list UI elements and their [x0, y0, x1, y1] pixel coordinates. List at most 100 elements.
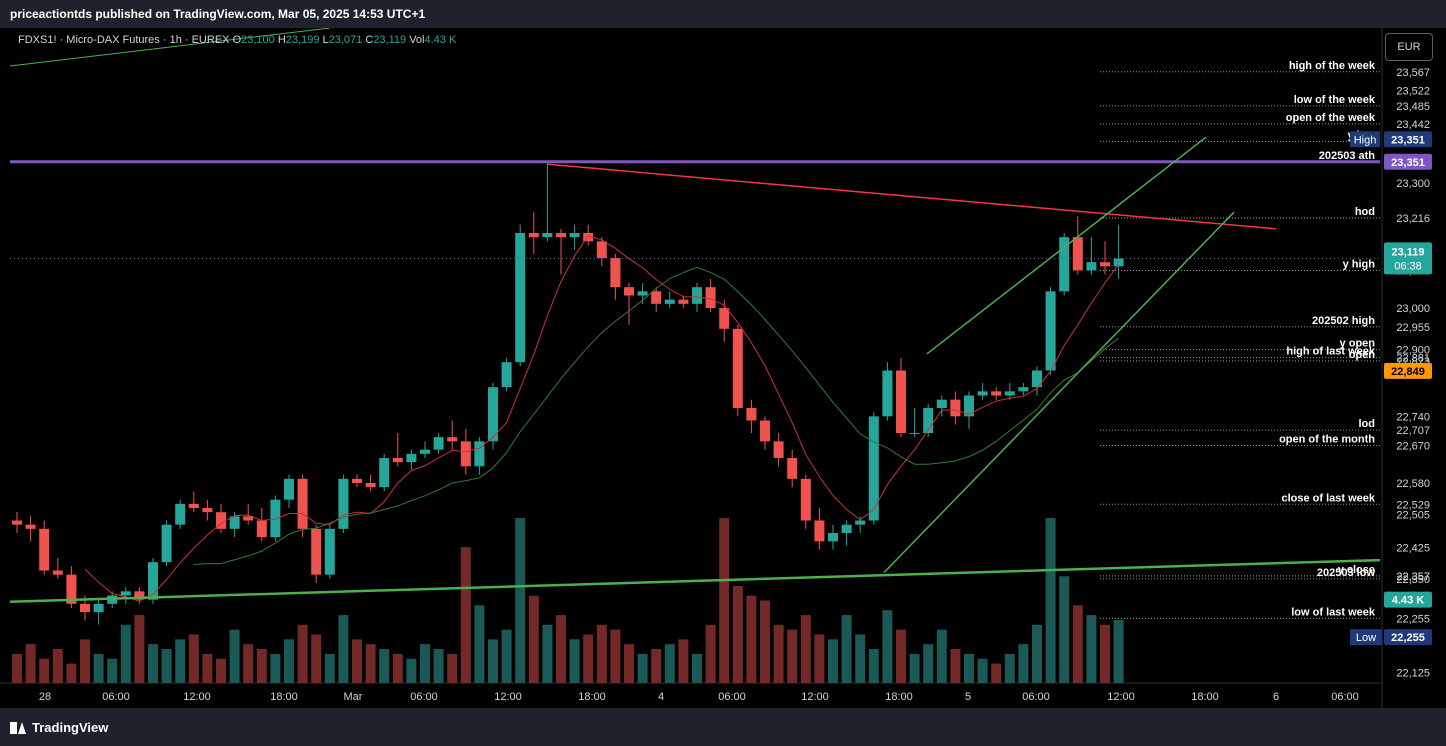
candle-body [610, 258, 621, 288]
volume-bar [270, 653, 281, 683]
bear-trendline [547, 163, 1277, 230]
footer-bar: TradingView [0, 708, 1446, 746]
volume-bar [855, 634, 866, 683]
high-label: High [1354, 134, 1377, 146]
volume-bar [1059, 576, 1070, 683]
candle-body [624, 287, 634, 296]
x-tick-label: 06:00 [410, 691, 438, 703]
candle-body [488, 387, 498, 442]
volume-bar [229, 629, 240, 683]
volume-bar [814, 634, 825, 683]
candle-body [175, 503, 186, 525]
volume-bar [1100, 624, 1110, 683]
high-price-tag: 23,351 [1391, 134, 1425, 146]
y-tick-label: 22,350 [1396, 574, 1430, 586]
x-tick-label: 6 [1273, 691, 1279, 703]
volume-bar [311, 634, 322, 683]
candle-body [964, 395, 974, 417]
candle-body [868, 416, 879, 521]
volume-bar [433, 649, 444, 683]
candle-body [909, 433, 920, 434]
volume-bar [420, 644, 430, 683]
volume-bar [950, 649, 961, 683]
volume-bar [501, 629, 512, 683]
volume-bar [1045, 518, 1056, 683]
level-label: lod [1359, 418, 1376, 430]
x-tick-label: 18:00 [1191, 691, 1219, 703]
publisher-text: priceactiontds published on TradingView.… [10, 7, 426, 21]
volume-bar [66, 663, 77, 683]
candle-body [120, 591, 131, 596]
candle-body [161, 524, 172, 563]
candlestick-chart[interactable]: high of the week low of the week open of t… [0, 27, 1446, 708]
volume-bar [637, 653, 648, 683]
candle-body [243, 516, 254, 521]
candle-body [148, 562, 158, 600]
countdown-tag: 06:38 [1394, 260, 1422, 272]
candle-body [284, 478, 294, 500]
currency-button[interactable]: EUR [1385, 33, 1433, 61]
symbol-name: FDXS1! · Micro-DAX Futures · 1h · EUREX [18, 34, 230, 46]
y-tick-label: 22,580 [1396, 478, 1430, 490]
candle-body [134, 591, 145, 600]
volume-bar [773, 624, 784, 683]
candle-body [515, 233, 526, 363]
high-label: H [277, 34, 286, 46]
volume-bar [216, 658, 226, 683]
tradingview-logo[interactable]: TradingView [10, 720, 108, 735]
ath-price-tag-bg [1384, 153, 1432, 170]
volume-bar [460, 547, 471, 683]
candle-body [52, 570, 63, 575]
level-label: close of last week [1281, 492, 1375, 504]
candle-body [855, 520, 866, 525]
x-tick-label: 12:00 [801, 691, 829, 703]
x-tick-label: 5 [965, 691, 971, 703]
last-price-tag: 23,119 [1391, 246, 1424, 258]
candle-body [977, 391, 988, 396]
y-tick-label: 23,485 [1396, 101, 1430, 113]
candle-body [501, 362, 512, 388]
candle-body [841, 524, 852, 533]
volume-bar [134, 615, 145, 683]
volume-bar [39, 658, 50, 683]
volume-bar [1032, 624, 1042, 683]
low-label-bg [1350, 629, 1382, 646]
y-tick-label: 22,529 [1396, 499, 1430, 511]
volume-bar [338, 615, 349, 683]
volume-bar [148, 644, 158, 683]
candle-body [202, 508, 213, 513]
volume-bar [379, 649, 390, 683]
candle-body [297, 478, 308, 529]
volume-bar [1072, 605, 1083, 683]
candle-body [338, 478, 349, 529]
y-tick-label: 23,000 [1396, 303, 1430, 315]
y-tick-label: 22,955 [1396, 322, 1430, 334]
level-label: y high [1343, 259, 1376, 271]
volume-bar [923, 644, 934, 683]
level-label: open of the month [1279, 434, 1375, 446]
candle-body [188, 503, 199, 508]
y-tick-label: 22,255 [1396, 613, 1430, 625]
candle-body [556, 233, 566, 238]
bull-trendline-lower [9, 558, 1381, 603]
y-tick-label: 22,881 [1396, 353, 1430, 365]
chart-area[interactable]: FDXS1! · Micro-DAX Futures · 1h · EUREX … [0, 27, 1446, 708]
candle-body [1018, 387, 1029, 392]
y-tick-label: 22,505 [1396, 509, 1430, 521]
volume-bar [256, 649, 267, 683]
level-label: y open [1340, 338, 1376, 350]
candle-body [406, 453, 417, 463]
candle-body [66, 574, 77, 604]
candle-body [270, 499, 281, 538]
y-tick-label: 22,125 [1396, 668, 1430, 680]
x-tick-label: 18:00 [885, 691, 913, 703]
volume-bar [787, 629, 798, 683]
y-tick-label: 22,357 [1396, 571, 1430, 583]
candle-body [787, 458, 798, 479]
candle-body [705, 287, 716, 308]
x-tick-label: Mar [344, 691, 363, 703]
x-tick-label: 4 [658, 691, 664, 703]
low-label: L [322, 34, 329, 46]
candle-body [542, 233, 553, 238]
volume-bar [977, 658, 988, 683]
